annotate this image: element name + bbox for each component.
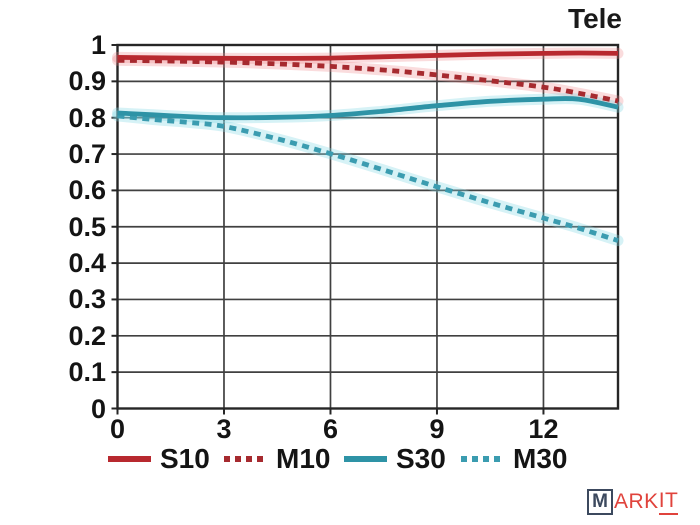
legend-item-s30: S30 (342, 443, 446, 475)
legend-label-s30: S30 (396, 443, 446, 474)
y-tick-label: 0.3 (68, 284, 106, 315)
y-tick-label: 1 (90, 30, 106, 60)
watermark-m-box: M (587, 489, 613, 515)
s30-line-swatch (344, 456, 387, 462)
y-tick-label: 0.1 (68, 357, 106, 388)
plot-border (116, 43, 620, 410)
legend-item-m30: M30 (459, 443, 567, 475)
y-tick-label: 0.6 (68, 175, 106, 206)
s10-line-swatch (108, 456, 151, 462)
y-tick-label: 0.7 (68, 139, 106, 170)
legend-label-s10: S10 (160, 443, 210, 474)
legend-item-m10: M10 (222, 443, 330, 475)
chart-title: Tele (568, 3, 622, 34)
x-tick-label: 9 (429, 414, 445, 444)
series-line-s10 (117, 50, 619, 61)
series-line-m30 (117, 113, 619, 243)
watermark-text-underlined: IT (658, 489, 679, 515)
x-tick-label: 3 (216, 414, 232, 444)
y-tick-label: 0.5 (68, 211, 106, 242)
legend-label-m10: M10 (276, 443, 331, 474)
y-tick-label: 0.4 (68, 248, 106, 279)
y-tick-label: 0.9 (68, 66, 106, 97)
y-tick-label: 0.8 (68, 102, 106, 133)
legend: S10 M10 S30 M30 (0, 443, 700, 475)
m10-line-swatch (224, 456, 267, 462)
x-tick-label: 0 (109, 414, 126, 444)
watermark-text: ARK (614, 490, 659, 513)
series-line-s30 (117, 96, 619, 121)
legend-label-m30: M30 (513, 443, 568, 474)
legend-item-s10: S10 (106, 443, 210, 475)
y-tick-label: 0.2 (68, 320, 106, 351)
x-tick-label: 6 (322, 414, 338, 444)
m30-line-swatch (461, 456, 504, 462)
watermark-logo: M ARK IT (587, 488, 679, 516)
x-tick-label: 12 (528, 414, 559, 444)
series-line-m10 (117, 57, 619, 104)
y-tick-label: 0 (90, 393, 106, 424)
